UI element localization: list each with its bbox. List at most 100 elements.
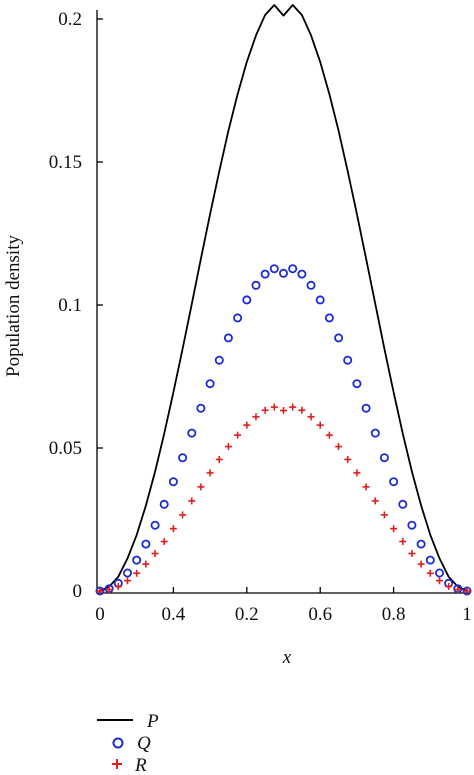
legend-marker-R (112, 759, 122, 769)
series-Q-point (389, 477, 399, 487)
x-tick-label: 0 (95, 604, 105, 625)
series-R-point (408, 550, 416, 558)
series-R-point (426, 569, 434, 577)
series-R-point (289, 403, 297, 411)
series-Q-point (343, 355, 353, 365)
series-Q-point (352, 379, 362, 389)
series-Q-point (223, 333, 233, 343)
series-Q-point (123, 568, 133, 578)
series-Q-point (187, 428, 197, 438)
series-R-point (270, 403, 278, 411)
series-Q-point (269, 264, 279, 274)
series-Q-point (242, 295, 252, 305)
series-Q-point (297, 269, 307, 279)
series-Q-point (278, 268, 288, 278)
series-R-point (252, 413, 260, 421)
series-Q-point (462, 586, 472, 596)
series-Q-point (168, 477, 178, 487)
y-ticks: 0 0.05 0.1 0.15 0.2 (49, 9, 103, 602)
series-Q-point (214, 355, 224, 365)
series-Q-point (379, 453, 389, 463)
y-axis-label: Population density (3, 235, 24, 377)
legend-label-Q: Q (137, 733, 151, 754)
series-R-point (206, 469, 214, 477)
series-Q-point (260, 269, 270, 279)
series-R-point (105, 586, 113, 594)
series-R-point (96, 587, 104, 595)
series-R-point (280, 407, 287, 415)
x-ticks: 0 0.4 0.2 0.6 0.8 1 (95, 587, 472, 625)
series-Q-point (315, 295, 325, 305)
series-Q-point (205, 379, 215, 389)
series-R-point (142, 560, 150, 568)
series-R-point (353, 469, 361, 477)
series-R-point (362, 483, 370, 491)
legend-label-P: P (146, 711, 159, 732)
x-tick-label: 0.6 (308, 604, 332, 625)
series-R-point (316, 421, 324, 429)
series-R-point (169, 525, 177, 533)
series-R-point (399, 538, 407, 546)
series-R-point (454, 586, 462, 594)
y-tick-label: 0.2 (58, 9, 82, 30)
series-Q-point (416, 539, 426, 549)
series-R-point (325, 431, 333, 439)
series-R-point (197, 483, 205, 491)
series-R-point (224, 443, 232, 451)
series-P-line (99, 4, 468, 592)
series-R-point (114, 582, 122, 590)
x-axis-label: x (282, 647, 292, 668)
series-Q-point (434, 568, 444, 578)
series-Q-point (251, 280, 261, 290)
series-R-point (435, 577, 443, 585)
series-R-point (188, 497, 196, 505)
legend-marker-Q (112, 737, 124, 749)
series-R-point (445, 582, 453, 590)
series-R-point (307, 413, 315, 421)
series-R-point (124, 577, 132, 585)
series-R-point (133, 569, 141, 577)
series-Q-point (407, 520, 417, 530)
series-Q-point (159, 499, 169, 509)
series-Q-point (306, 280, 316, 290)
x-tick-label: 1 (462, 604, 472, 625)
series-Q-point (150, 520, 160, 530)
series-R-point (215, 455, 223, 463)
series-Q-point (398, 499, 408, 509)
axes (96, 10, 470, 594)
series-Q-point (334, 333, 344, 343)
series-Q-point (361, 403, 371, 413)
series-R-point (261, 406, 269, 414)
series-R-point (417, 560, 425, 568)
series-Q-point (233, 313, 243, 323)
series-Q-point (425, 555, 435, 565)
series-R-point (335, 443, 343, 451)
series-Q-point (95, 586, 105, 596)
x-tick-label: 0.2 (235, 604, 259, 625)
y-tick-label: 0 (73, 581, 83, 602)
legend-label-R: R (134, 755, 147, 775)
series-Q-point (132, 555, 142, 565)
series-R-point (390, 525, 398, 533)
series-R-point (234, 431, 242, 439)
series-R-point (160, 538, 168, 546)
series-Q-point (324, 313, 334, 323)
series-R-point (463, 587, 471, 595)
series-R-point (344, 455, 352, 463)
series-Q-point (196, 403, 206, 413)
legend: P Q R (97, 711, 159, 775)
series-layer (95, 4, 472, 596)
series-R-point (179, 511, 187, 519)
x-tick-label: 0.8 (382, 604, 406, 625)
series-R-point (298, 406, 306, 414)
series-R-point (371, 497, 379, 505)
series-Q-point (288, 264, 298, 274)
series-R-point (151, 550, 159, 558)
y-tick-label: 0.1 (58, 295, 82, 316)
series-Q-point (370, 428, 380, 438)
series-R-point (243, 421, 251, 429)
series-Q-point (141, 539, 151, 549)
series-Q-point (178, 453, 188, 463)
series-R-point (380, 511, 388, 519)
